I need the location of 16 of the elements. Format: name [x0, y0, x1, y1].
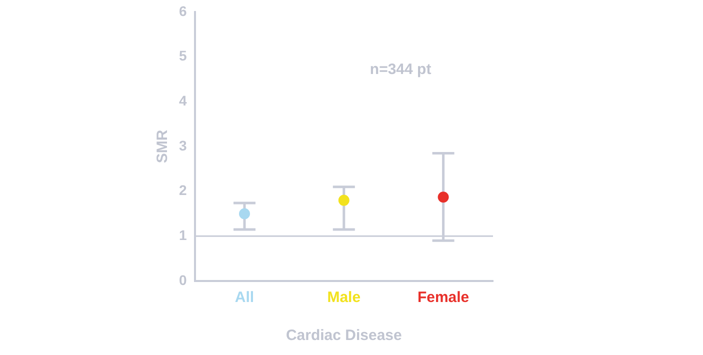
- point: [338, 194, 350, 206]
- x-tick-label: Male: [327, 289, 361, 306]
- x-tick-label: Female: [417, 289, 470, 306]
- point: [438, 192, 449, 203]
- x-tick-label: All: [234, 289, 254, 306]
- annotation: n=344 pt: [370, 61, 432, 78]
- y-tick-label: 4: [178, 92, 187, 109]
- y-tick-label: 5: [178, 48, 187, 64]
- point: [238, 208, 250, 220]
- y-axis-title: SMR: [154, 130, 172, 164]
- y-tick-label: 0: [178, 272, 187, 288]
- y-tick-label: 2: [178, 182, 187, 198]
- x-axis-title: Cardiac Disease: [286, 327, 402, 344]
- y-tick-label: 3: [178, 137, 187, 154]
- y-tick-label: 6: [178, 2, 187, 19]
- y-tick-label: 1: [178, 227, 187, 244]
